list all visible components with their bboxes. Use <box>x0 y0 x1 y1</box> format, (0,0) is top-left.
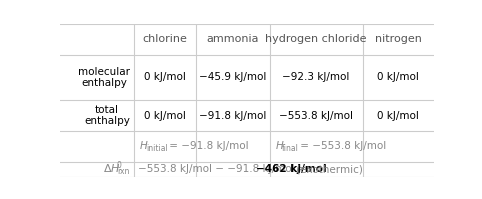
Text: ammonia: ammonia <box>206 34 259 44</box>
Text: −91.8 kJ/mol: −91.8 kJ/mol <box>199 110 267 121</box>
Text: rxn: rxn <box>117 167 129 176</box>
Text: 0 kJ/mol: 0 kJ/mol <box>377 72 419 82</box>
Text: −92.3 kJ/mol: −92.3 kJ/mol <box>282 72 349 82</box>
Text: initial: initial <box>146 144 168 153</box>
Text: nitrogen: nitrogen <box>375 34 422 44</box>
Text: = −91.8 kJ/mol: = −91.8 kJ/mol <box>166 141 249 151</box>
Text: molecular
enthalpy: molecular enthalpy <box>78 67 130 88</box>
Text: Δ: Δ <box>104 164 111 174</box>
Text: −45.9 kJ/mol: −45.9 kJ/mol <box>199 72 267 82</box>
Text: −462 kJ/mol: −462 kJ/mol <box>255 164 326 174</box>
Text: (exothermic): (exothermic) <box>293 164 362 174</box>
Text: 0 kJ/mol: 0 kJ/mol <box>144 110 186 121</box>
Text: −553.8 kJ/mol − −91.8 kJ/mol =: −553.8 kJ/mol − −91.8 kJ/mol = <box>138 164 309 174</box>
Text: chlorine: chlorine <box>143 34 187 44</box>
Text: total
enthalpy: total enthalpy <box>84 105 130 126</box>
Text: H: H <box>276 141 283 151</box>
Text: 0 kJ/mol: 0 kJ/mol <box>144 72 186 82</box>
Text: 0 kJ/mol: 0 kJ/mol <box>377 110 419 121</box>
Text: = −553.8 kJ/mol: = −553.8 kJ/mol <box>297 141 387 151</box>
Text: hydrogen chloride: hydrogen chloride <box>265 34 367 44</box>
Text: final: final <box>282 144 299 153</box>
Text: 0: 0 <box>117 161 121 170</box>
Text: H: H <box>111 164 119 174</box>
Text: −553.8 kJ/mol: −553.8 kJ/mol <box>279 110 353 121</box>
Text: H: H <box>140 141 148 151</box>
